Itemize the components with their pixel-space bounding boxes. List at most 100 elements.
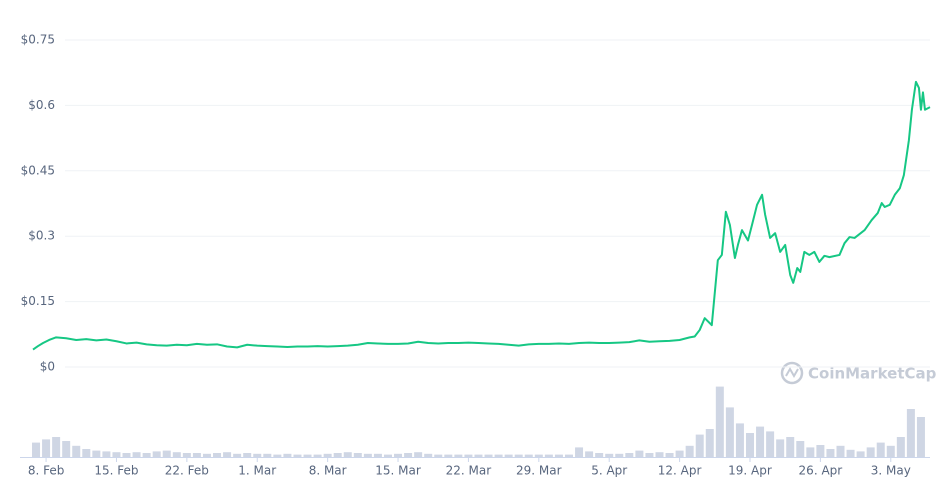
- volume-bar: [42, 439, 51, 457]
- volume-bar: [132, 452, 141, 457]
- x-tick-label: 19. Apr: [728, 464, 772, 478]
- watermark-text: CoinMarketCap: [808, 365, 937, 383]
- volume-bar: [444, 454, 453, 457]
- volume-bar: [776, 439, 785, 457]
- volume-bar: [695, 434, 704, 457]
- volume-bar: [745, 433, 754, 457]
- volume-bar: [786, 437, 795, 457]
- volume-bar: [544, 454, 553, 457]
- watermark-logo-mark: [785, 366, 799, 379]
- volume-bar: [373, 453, 382, 457]
- volume-bar: [92, 450, 101, 457]
- volume-bar: [192, 453, 201, 457]
- volume-bar: [866, 447, 875, 457]
- volume-bar: [233, 453, 242, 457]
- volume-bar: [836, 445, 845, 457]
- volume-bar: [605, 453, 614, 457]
- volume-bar: [766, 431, 775, 457]
- y-tick-label: $0.6: [28, 98, 55, 112]
- volume-bar: [796, 441, 805, 457]
- volume-bar: [484, 454, 493, 457]
- volume-bar: [916, 417, 925, 457]
- volume-bar: [514, 454, 523, 457]
- volume-bar: [202, 453, 211, 457]
- volume-bar: [172, 452, 181, 457]
- volume-bar: [625, 453, 634, 457]
- price-line: [32, 80, 931, 351]
- volume-bar: [52, 437, 61, 457]
- volume-bar: [303, 454, 312, 457]
- volume-bar: [323, 453, 332, 457]
- volume-bar: [655, 452, 664, 457]
- y-tick-label: $0.15: [21, 294, 55, 308]
- volume-bar: [906, 409, 915, 457]
- volume-bar: [424, 453, 433, 457]
- volume-bar: [122, 453, 131, 457]
- volume-bar: [414, 452, 423, 457]
- x-tick-label: 29. Mar: [516, 464, 562, 478]
- volume-bar: [253, 453, 262, 457]
- x-tick-label: 15. Feb: [94, 464, 138, 478]
- volume-bar: [554, 454, 563, 457]
- volume-bar: [434, 454, 443, 457]
- x-tick-label: 22. Feb: [165, 464, 209, 478]
- volume-bar: [313, 454, 322, 457]
- watermark-logo: [780, 361, 804, 385]
- volume-bar: [353, 453, 362, 457]
- y-tick-label: $0.3: [28, 229, 55, 243]
- x-tick-label: 12. Apr: [658, 464, 702, 478]
- volume-bar: [102, 451, 111, 457]
- x-tick-label: 1. Mar: [238, 464, 276, 478]
- volume-bar: [383, 454, 392, 457]
- volume-bar: [685, 445, 694, 457]
- volume-bar: [615, 453, 624, 457]
- volume-bar: [846, 449, 855, 457]
- x-tick-label: 8. Feb: [28, 464, 65, 478]
- volume-bar: [343, 452, 352, 457]
- volume-bar: [635, 450, 644, 457]
- volume-bar: [675, 450, 684, 457]
- volume-bar: [182, 453, 191, 457]
- volume-bar: [896, 437, 905, 457]
- volume-bar: [524, 454, 533, 457]
- y-tick-label: $0.75: [21, 33, 55, 47]
- volume-bar: [152, 451, 161, 457]
- volume-bar: [564, 454, 573, 457]
- volume-bar: [705, 429, 714, 457]
- volume-bar: [474, 454, 483, 457]
- volume-bar: [82, 449, 91, 457]
- volume-bar: [454, 454, 463, 457]
- volume-bar: [394, 453, 403, 457]
- volume-bar: [243, 453, 252, 457]
- volume-bar: [293, 454, 302, 457]
- volume-bar: [213, 453, 222, 457]
- volume-bar: [112, 452, 121, 457]
- volume-bar: [715, 386, 724, 457]
- volume-bar: [62, 441, 71, 457]
- y-tick-label: $0.45: [21, 163, 55, 177]
- volume-bar: [283, 453, 292, 457]
- volume-bar: [816, 445, 825, 457]
- volume-bar: [223, 452, 232, 457]
- x-tick-label: 26. Apr: [799, 464, 843, 478]
- volume-bar: [333, 453, 342, 457]
- volume-bar: [263, 453, 272, 457]
- volume-bar: [72, 445, 81, 457]
- volume-bar: [142, 453, 151, 457]
- volume-bar: [575, 447, 584, 457]
- volume-bar: [595, 453, 604, 457]
- x-tick-label: 5. Apr: [591, 464, 627, 478]
- x-tick-label: 15. Mar: [375, 464, 421, 478]
- volume-bar: [404, 453, 413, 457]
- volume-bar: [504, 454, 513, 457]
- volume-bar: [826, 449, 835, 457]
- volume-bar: [363, 453, 372, 457]
- watermark: CoinMarketCap: [780, 361, 937, 385]
- y-tick-label: $0: [40, 360, 55, 374]
- x-tick-label: 3. May: [871, 464, 911, 478]
- x-tick-label: 22. Mar: [446, 464, 492, 478]
- volume-bar: [585, 451, 594, 457]
- volume-bar: [273, 454, 282, 457]
- x-tick-label: 8. Mar: [309, 464, 347, 478]
- volume-bar: [645, 453, 654, 457]
